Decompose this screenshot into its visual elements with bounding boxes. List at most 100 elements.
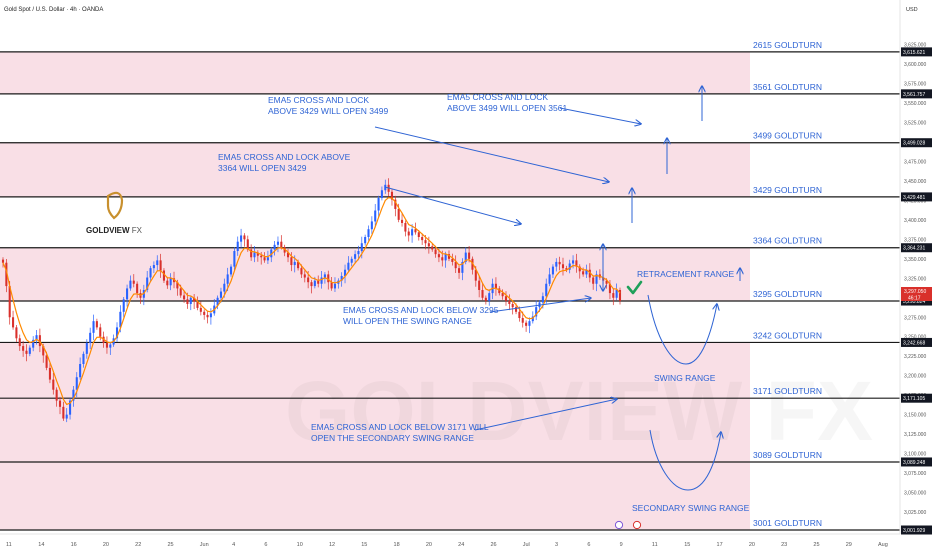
candle (317, 280, 320, 284)
y-axis[interactable]: USD 3,625.000 3,600.000 3,575.000 3,550.000… (899, 0, 932, 550)
x-tick-2: 16 (71, 542, 77, 548)
y-tick-12: 3,325.000 (904, 276, 926, 282)
candle (199, 307, 202, 312)
x-axis[interactable]: 11 14 16 20 22 25 Jun 4 6 10 12 15 18 20 24 26 Jul 3 6 9 11 1… (0, 520, 900, 548)
y-tick-19: 3,150.000 (904, 413, 926, 419)
candle (136, 283, 139, 294)
candle (270, 249, 273, 258)
candle (437, 254, 440, 258)
candle (357, 251, 360, 255)
candle (464, 252, 467, 262)
candle (18, 338, 21, 347)
candle (65, 414, 68, 419)
price-tag-box-6 (901, 337, 932, 347)
candle (561, 264, 565, 269)
candle (209, 313, 212, 318)
candle (273, 244, 276, 250)
y-tick-3: 3,550.000 (904, 101, 926, 107)
level-label-5: 3295 GOLDTURN (753, 289, 822, 299)
current-price: 3,297.050 (904, 289, 926, 295)
candle (518, 311, 521, 319)
candle (444, 254, 447, 261)
candle (183, 295, 186, 300)
level-label-1: 3561 GOLDTURN (753, 82, 822, 92)
zone-1 (0, 142, 750, 197)
x-tick-20: 11 (652, 542, 658, 548)
event-marker-1[interactable] (614, 520, 624, 530)
candle (172, 278, 176, 283)
candle (441, 257, 444, 261)
candle (390, 191, 394, 200)
retracement-label: RETRACEMENT RANGE (637, 269, 734, 279)
price-tag-6: 3,242.668 (903, 340, 925, 346)
candle (548, 274, 551, 284)
goldturn-labels: 2615 GOLDTURN 3561 GOLDTURN 3499 GOLDTURN 3… (753, 40, 822, 528)
candle (350, 258, 353, 263)
candle (159, 260, 162, 271)
candle (595, 274, 598, 284)
candle (58, 400, 62, 407)
candle (354, 254, 357, 259)
arrow-to-swing (489, 298, 591, 313)
price-tag-1: 3,561.757 (903, 92, 925, 98)
candle (250, 249, 253, 258)
price-tag-box-0 (901, 47, 932, 57)
annotations: EMA5 CROSS AND LOCK ABOVE 3429 WILL OPEN… (218, 86, 750, 513)
level-label-2: 3499 GOLDTURN (753, 131, 822, 141)
candle (427, 243, 430, 247)
candle (189, 297, 192, 305)
y-tick-1: 3,600.000 (904, 62, 926, 68)
candle (193, 297, 196, 302)
event-marker-2[interactable] (632, 520, 642, 530)
candle (320, 277, 323, 284)
price-tag-box-1 (901, 89, 932, 99)
annotation-ema-3429: EMA5 CROSS AND LOCK ABOVE 3429 WILL OPEN… (268, 95, 388, 116)
candle (119, 311, 122, 328)
candle (290, 257, 293, 266)
candle (494, 283, 497, 289)
event-markers[interactable] (614, 520, 642, 530)
candle (618, 289, 622, 301)
candle (149, 268, 152, 278)
price-tag-7: 3,171.105 (903, 396, 925, 402)
candle (223, 283, 226, 292)
price-tag-box-2 (901, 138, 932, 148)
candle (340, 275, 343, 281)
candle (582, 271, 585, 275)
y-tick-4: 3,525.000 (904, 120, 926, 126)
candle (179, 288, 182, 296)
candle (82, 353, 85, 364)
arrow-to-3429 (384, 186, 521, 224)
x-axis-ticks: 11 14 16 20 22 25 Jun 4 6 10 12 15 18 20 24 26 Jul 3 6 9 11 1… (6, 542, 888, 548)
y-tick-14: 3,275.000 (904, 315, 926, 321)
goldturn-levels (0, 51, 900, 531)
candle (266, 257, 269, 261)
price-tag-box-7 (901, 393, 932, 403)
candle (521, 318, 524, 323)
level-label-3: 3429 GOLDTURN (753, 185, 822, 195)
y-tick-21: 3,100.000 (904, 452, 926, 458)
candle (424, 240, 427, 244)
candle (79, 363, 82, 378)
candle (374, 210, 377, 222)
x-tick-23: 20 (749, 542, 755, 548)
x-tick-3: 20 (103, 542, 109, 548)
countdown: 46:17 (908, 296, 921, 302)
candle (461, 261, 464, 273)
candle (72, 389, 75, 401)
candle (105, 342, 108, 348)
price-tag-9: 3,001.929 (903, 528, 925, 534)
pink-zones (0, 51, 750, 530)
x-tick-4: 22 (135, 542, 141, 548)
candle (35, 335, 38, 340)
candle (129, 280, 132, 289)
y-tick-6: 3,475.000 (904, 159, 926, 165)
level-label-9: 3001 GOLDTURN (753, 518, 822, 528)
zone-0 (0, 51, 750, 94)
price-tag-box-5 (901, 296, 932, 306)
candle (75, 377, 78, 390)
candle (605, 280, 608, 284)
candle (260, 255, 263, 258)
candle (196, 301, 199, 308)
